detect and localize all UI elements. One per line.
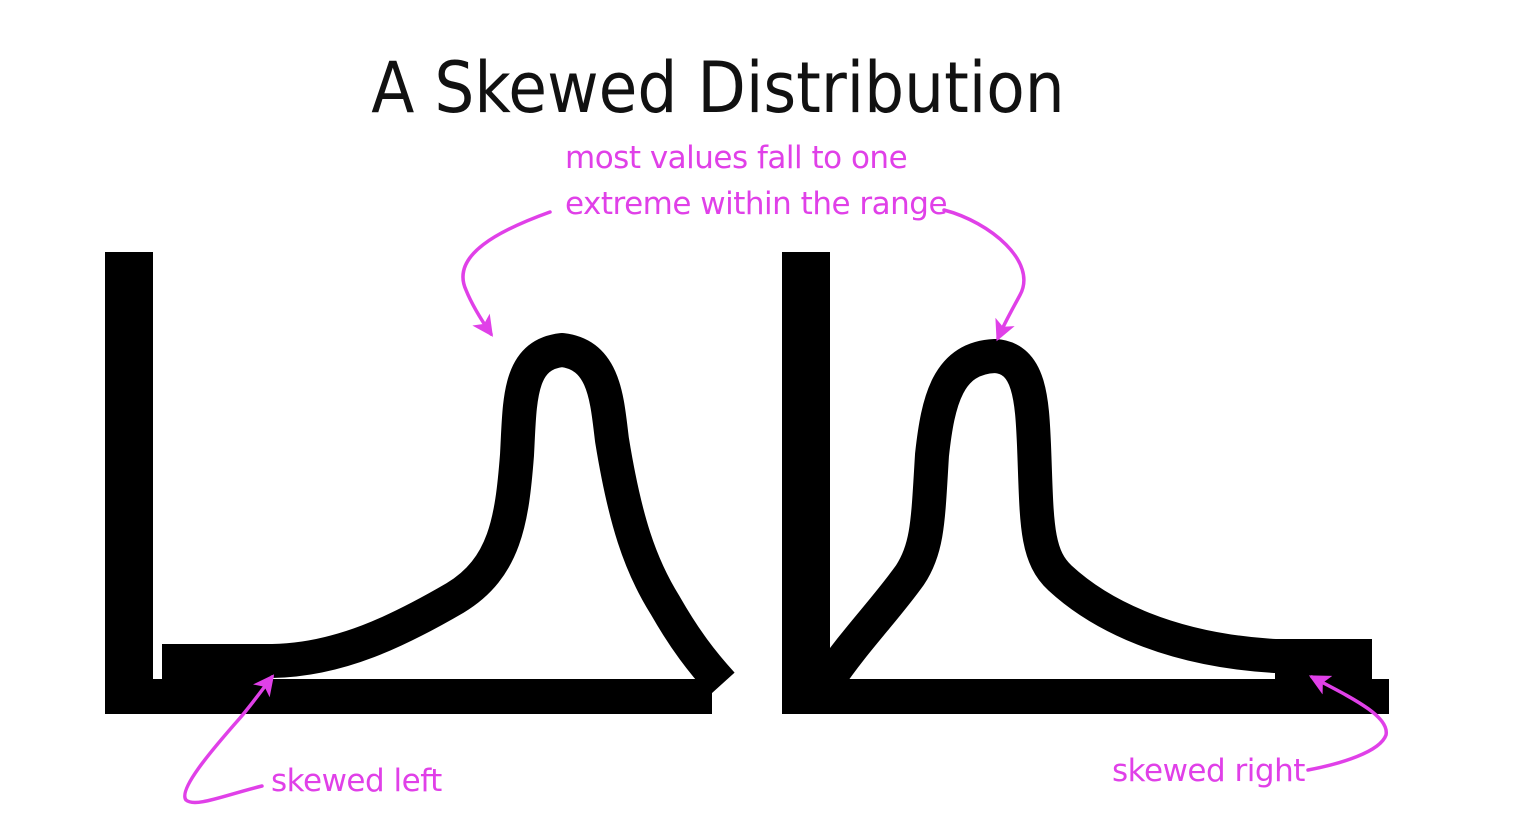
left-x-axis: [105, 679, 712, 714]
left-y-axis: [105, 252, 153, 714]
left-skew-curve: [162, 333, 735, 696]
left-skew-panel: [105, 252, 735, 714]
annotation-arrows: [183, 208, 1388, 805]
right-skew-curve: [813, 339, 1372, 690]
peak-arrow-right: [942, 208, 1026, 342]
right-curve-base-fill: [1275, 641, 1372, 679]
peak-annotation-line-2: extreme within the range: [565, 186, 947, 222]
left-curve-base-fill: [162, 644, 272, 684]
peak-arrow-left: [461, 210, 552, 337]
peak-annotation-line-1: most values fall to one: [565, 140, 907, 176]
right-x-axis: [782, 679, 1389, 714]
left-skew-label: skewed left: [271, 763, 442, 799]
right-y-axis: [782, 252, 830, 714]
right-skew-arrow: [1306, 675, 1388, 772]
diagram-title: A Skewed Distribution: [371, 47, 1064, 129]
left-skew-arrow: [183, 674, 275, 805]
right-skew-panel: [782, 252, 1389, 714]
right-skew-label: skewed right: [1112, 753, 1305, 789]
